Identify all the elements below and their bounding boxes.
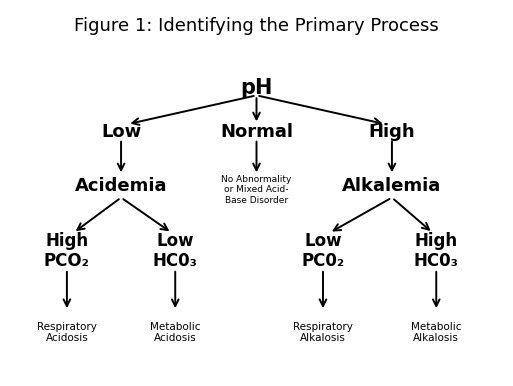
- Text: Respiratory
Alkalosis: Respiratory Alkalosis: [293, 322, 353, 343]
- Text: Low
PC0₂: Low PC0₂: [302, 232, 345, 270]
- Text: Low
HC0₃: Low HC0₃: [153, 232, 198, 270]
- Text: Metabolic
Acidosis: Metabolic Acidosis: [150, 322, 201, 343]
- Text: High
HC0₃: High HC0₃: [414, 232, 459, 270]
- Text: Normal: Normal: [220, 123, 293, 141]
- Text: Low: Low: [101, 123, 141, 141]
- Text: Alkalemia: Alkalemia: [342, 177, 442, 195]
- Text: pH: pH: [240, 78, 273, 98]
- Text: No Abnormality
or Mixed Acid-
Base Disorder: No Abnormality or Mixed Acid- Base Disor…: [221, 175, 292, 205]
- Text: Figure 1: Identifying the Primary Process: Figure 1: Identifying the Primary Proces…: [74, 17, 439, 36]
- Text: Acidemia: Acidemia: [75, 177, 167, 195]
- Text: Respiratory
Acidosis: Respiratory Acidosis: [37, 322, 97, 343]
- Text: High: High: [369, 123, 415, 141]
- Text: Metabolic
Alkalosis: Metabolic Alkalosis: [411, 322, 462, 343]
- Text: High
PCO₂: High PCO₂: [44, 232, 90, 270]
